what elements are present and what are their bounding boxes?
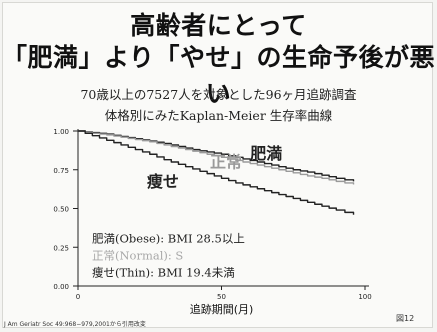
slide-title-line2: 「肥満」より「やせ」の生命予後が悪い: [1, 43, 435, 108]
series-label-obese: 肥満: [250, 144, 282, 163]
y-tick-label: 0.00: [53, 283, 69, 291]
y-tick-label: 0.50: [53, 206, 69, 214]
series-line-1: [78, 130, 355, 182]
subtitle-line2: 体格別にみたKaplan-Meier 生存率曲線: [104, 108, 333, 123]
x-axis-label: 追跡期間(月): [190, 302, 254, 316]
y-tick-label: 0.25: [53, 244, 69, 252]
slide-frame: [2, 2, 433, 328]
x-tick-label: 0: [76, 293, 80, 301]
series-label-normal: 正常: [210, 152, 242, 171]
citation-text: J Am Geriatr Soc 49:968−979,2001から引用改変: [4, 321, 146, 328]
series-label-thin: 痩せ: [147, 172, 179, 191]
y-tick-label: 1.00: [53, 128, 69, 136]
figure-number: 図12: [396, 314, 415, 323]
legend-entry-1: 肥満(Obese): BMI 28.5以上: [92, 232, 245, 246]
series-line-3: [78, 130, 355, 215]
legend-entry-3: 痩せ(Thin): BMI 19.4未満: [92, 266, 235, 280]
series-line-2: [78, 130, 355, 185]
x-tick-label: 50: [217, 293, 226, 301]
subtitle-line1: 70歳以上の7527人を対象とした96ヶ月追跡調査: [80, 87, 357, 102]
x-tick-label: 100: [358, 293, 371, 301]
y-tick-label: 0.75: [53, 167, 69, 175]
slide-title-line1: 高齢者にとって: [130, 11, 307, 40]
legend-entry-2: 正常(Normal): S: [92, 249, 183, 263]
